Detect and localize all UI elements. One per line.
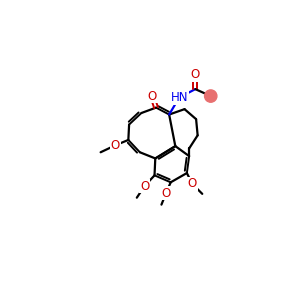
Text: O: O <box>148 90 157 103</box>
Text: HN: HN <box>170 91 188 104</box>
Text: O: O <box>191 68 200 81</box>
Circle shape <box>205 90 217 102</box>
Text: O: O <box>161 187 171 200</box>
Text: O: O <box>140 180 149 193</box>
Text: O: O <box>111 139 120 152</box>
Text: O: O <box>188 177 197 190</box>
